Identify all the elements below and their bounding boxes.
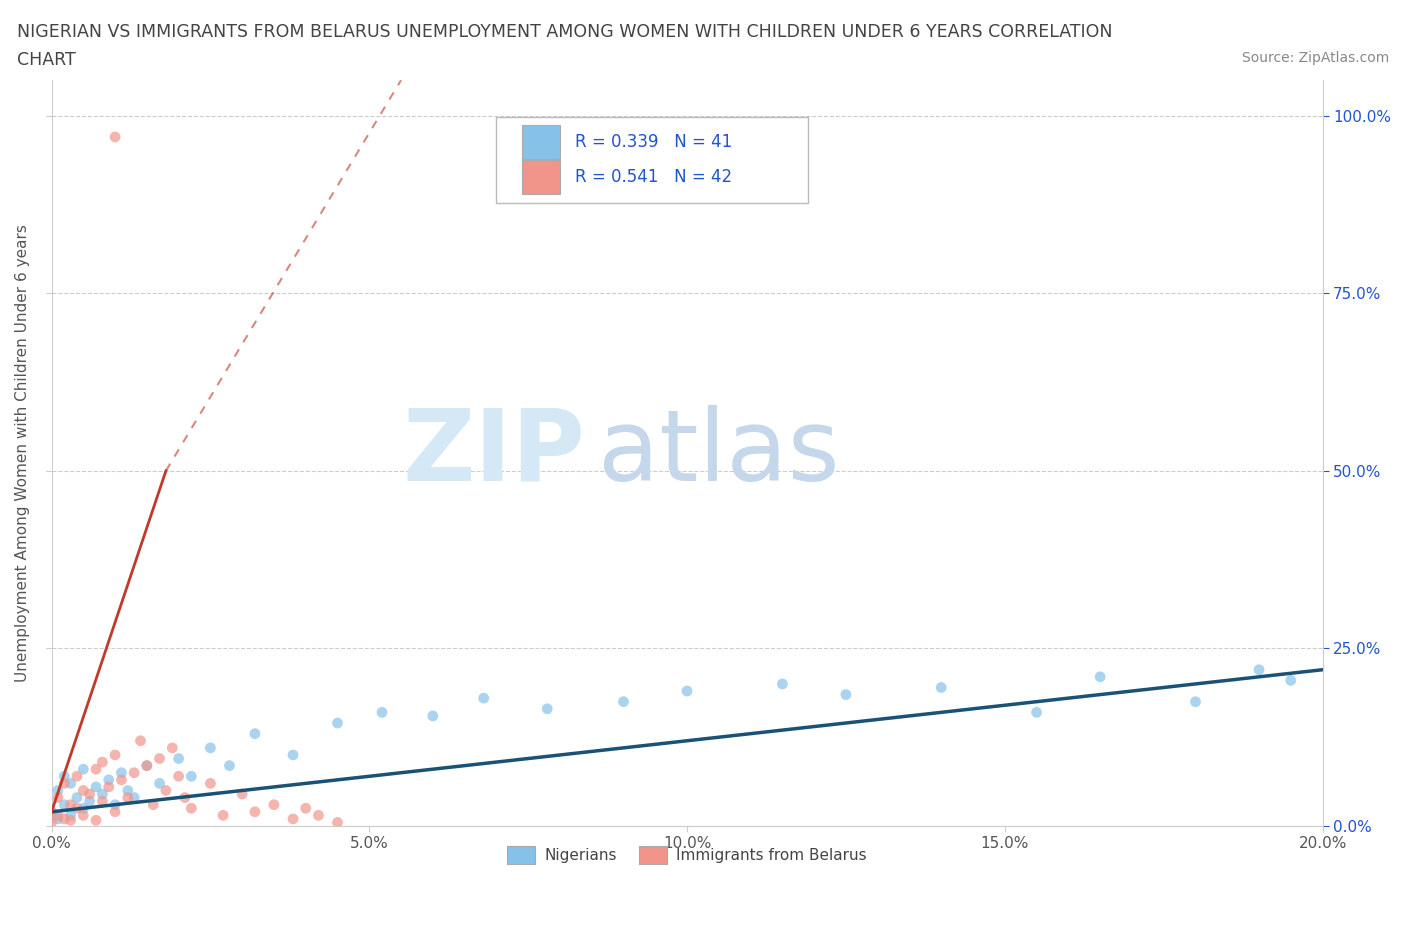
Point: [122, 765, 145, 780]
Text: NIGERIAN VS IMMIGRANTS FROM BELARUS UNEMPLOYMENT AMONG WOMEN WITH CHILDREN UNDER: NIGERIAN VS IMMIGRANTS FROM BELARUS UNEM…: [17, 23, 1112, 41]
Text: Source: ZipAtlas.com: Source: ZipAtlas.com: [1241, 51, 1389, 65]
Point: [53, 812, 76, 827]
Point: [162, 740, 184, 755]
Point: [281, 748, 304, 763]
Text: R = 0.339   N = 41: R = 0.339 N = 41: [575, 133, 733, 151]
Point: [200, 776, 222, 790]
Point: [180, 769, 202, 784]
Point: [1247, 662, 1270, 677]
Point: [1184, 695, 1206, 710]
Point: [536, 701, 558, 716]
Text: atlas: atlas: [598, 405, 839, 501]
FancyBboxPatch shape: [522, 160, 560, 193]
Point: [59, 808, 82, 823]
Point: [104, 804, 127, 819]
Point: [104, 797, 127, 812]
FancyBboxPatch shape: [496, 117, 808, 203]
Point: [122, 790, 145, 805]
Point: [66, 769, 89, 784]
Point: [72, 808, 94, 823]
Point: [263, 797, 285, 812]
Legend: Nigerians, Immigrants from Belarus: Nigerians, Immigrants from Belarus: [502, 840, 873, 870]
Point: [46, 808, 69, 823]
Point: [770, 676, 793, 691]
Text: ZIP: ZIP: [402, 405, 585, 501]
Text: CHART: CHART: [17, 51, 76, 69]
Point: [53, 776, 76, 790]
Point: [41, 804, 63, 819]
Point: [1279, 673, 1302, 688]
Point: [41, 804, 63, 819]
Point: [110, 773, 132, 788]
Point: [41, 815, 63, 830]
Point: [326, 715, 349, 730]
Point: [231, 787, 253, 802]
Point: [243, 726, 266, 741]
Point: [326, 815, 349, 830]
Point: [472, 691, 495, 706]
Point: [1088, 670, 1111, 684]
Point: [97, 773, 120, 788]
Point: [66, 790, 89, 805]
Point: [612, 695, 634, 710]
Point: [84, 813, 107, 828]
Point: [79, 793, 101, 808]
Point: [676, 684, 699, 698]
Point: [110, 765, 132, 780]
Point: [46, 783, 69, 798]
Point: [97, 779, 120, 794]
Point: [66, 801, 89, 816]
Point: [91, 793, 114, 808]
Point: [212, 808, 235, 823]
Point: [148, 751, 170, 766]
Point: [142, 797, 165, 812]
Point: [53, 797, 76, 812]
Point: [91, 787, 114, 802]
Point: [84, 779, 107, 794]
Point: [174, 790, 197, 805]
Point: [72, 801, 94, 816]
Point: [59, 776, 82, 790]
FancyBboxPatch shape: [522, 126, 560, 159]
Y-axis label: Unemployment Among Women with Children Under 6 years: Unemployment Among Women with Children U…: [15, 224, 30, 682]
Point: [422, 709, 444, 724]
Point: [167, 751, 190, 766]
Point: [129, 734, 152, 749]
Point: [72, 783, 94, 798]
Text: R = 0.541   N = 42: R = 0.541 N = 42: [575, 168, 733, 186]
Point: [117, 783, 139, 798]
Point: [104, 129, 127, 144]
Point: [84, 762, 107, 777]
Point: [929, 680, 952, 695]
Point: [72, 762, 94, 777]
Point: [294, 801, 316, 816]
Point: [53, 769, 76, 784]
Point: [200, 740, 222, 755]
Point: [307, 808, 329, 823]
Point: [59, 797, 82, 812]
Point: [91, 754, 114, 769]
Point: [167, 769, 190, 784]
Point: [135, 758, 157, 773]
Point: [104, 748, 127, 763]
Point: [46, 790, 69, 805]
Point: [218, 758, 240, 773]
Point: [135, 758, 157, 773]
Point: [155, 783, 177, 798]
Point: [243, 804, 266, 819]
Point: [281, 812, 304, 827]
Point: [835, 687, 858, 702]
Point: [46, 812, 69, 827]
Point: [180, 801, 202, 816]
Point: [79, 787, 101, 802]
Point: [117, 790, 139, 805]
Point: [1025, 705, 1047, 720]
Point: [148, 776, 170, 790]
Point: [59, 813, 82, 828]
Point: [371, 705, 394, 720]
